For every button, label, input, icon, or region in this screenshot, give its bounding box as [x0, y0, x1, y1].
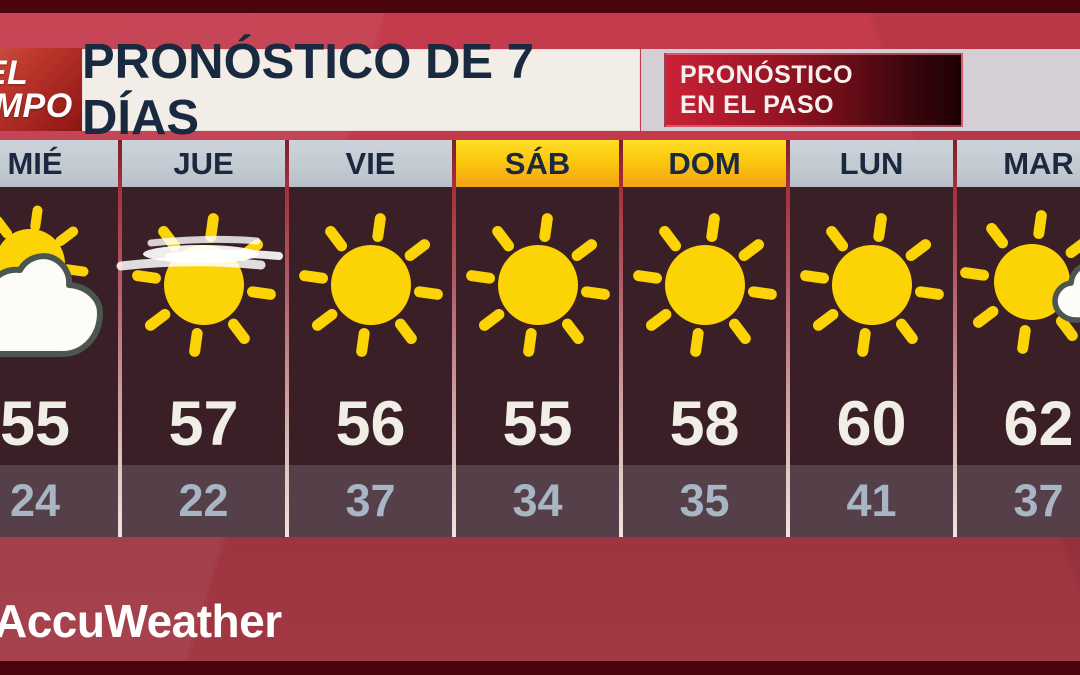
- low-temp: 37: [289, 465, 452, 537]
- day-label: JUE: [122, 140, 285, 187]
- el-tiempo-logo: EL TIEMPO: [0, 48, 82, 131]
- forecast-column-lun: LUN: [790, 140, 953, 537]
- location-line1: PRONÓSTICO: [680, 61, 854, 89]
- low-temp: 37: [957, 465, 1080, 537]
- sun-icon: [630, 210, 780, 360]
- low-temp: 41: [790, 465, 953, 537]
- day-label: MIÉ: [0, 140, 118, 187]
- forecast-column-sab: SÁB: [456, 140, 619, 537]
- forecast-column-mie: MIÉ: [0, 140, 118, 537]
- day-label: LUN: [790, 140, 953, 187]
- day-label: MAR: [957, 140, 1080, 187]
- high-temp: 57: [122, 383, 285, 465]
- low-temp: 24: [0, 465, 118, 537]
- day-label: DOM: [623, 140, 786, 187]
- sun-icon: [463, 210, 613, 360]
- forecast-column-mar: MAR: [957, 140, 1080, 537]
- low-temp: 22: [122, 465, 285, 537]
- sun-icon: [797, 210, 947, 360]
- forecast-table: MIÉ: [0, 140, 1080, 537]
- high-temp: 56: [289, 383, 452, 465]
- location-line2: EN EL PASO: [680, 91, 835, 119]
- high-temp: 58: [623, 383, 786, 465]
- high-temp: 60: [790, 383, 953, 465]
- high-temp: 62: [957, 383, 1080, 465]
- partly-cloudy-icon: [0, 204, 118, 366]
- forecast-column-jue: JUE: [116, 140, 285, 537]
- sun-icon: [296, 210, 446, 360]
- location-banner: PRONÓSTICO EN EL PASO: [664, 53, 963, 127]
- sun-with-high-clouds-icon: [116, 210, 283, 360]
- sun-with-cloud-icon: [959, 210, 1080, 360]
- logo-line2: TIEMPO: [0, 86, 73, 125]
- accuweather-attribution: AccuWeather: [0, 595, 282, 647]
- day-label: SÁB: [456, 140, 619, 187]
- forecast-column-dom: DOM: [623, 140, 786, 537]
- top-letterbox-strip: [0, 0, 1080, 13]
- title-banner: PRONÓSTICO DE 7 DÍAS: [82, 35, 640, 145]
- logo-line1: EL: [0, 53, 29, 92]
- high-temp: 55: [456, 383, 619, 465]
- low-temp: 35: [623, 465, 786, 537]
- forecast-column-vie: VIE: [289, 140, 452, 537]
- day-label: VIE: [289, 140, 452, 187]
- bottom-letterbox-strip: [0, 661, 1080, 675]
- low-temp: 34: [456, 465, 619, 537]
- page-title: PRONÓSTICO DE 7 DÍAS: [82, 35, 534, 145]
- high-temp: 55: [0, 383, 118, 465]
